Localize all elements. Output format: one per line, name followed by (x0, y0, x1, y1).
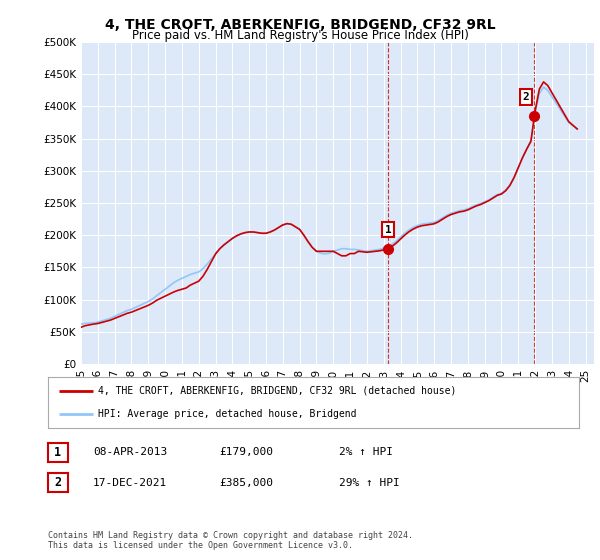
Text: Contains HM Land Registry data © Crown copyright and database right 2024.
This d: Contains HM Land Registry data © Crown c… (48, 531, 413, 550)
Text: 08-APR-2013: 08-APR-2013 (93, 447, 167, 458)
Text: 1: 1 (385, 225, 392, 235)
Text: HPI: Average price, detached house, Bridgend: HPI: Average price, detached house, Brid… (98, 409, 357, 419)
Text: 2: 2 (55, 476, 61, 489)
Text: 17-DEC-2021: 17-DEC-2021 (93, 478, 167, 488)
Text: 2: 2 (523, 92, 529, 102)
Text: Price paid vs. HM Land Registry's House Price Index (HPI): Price paid vs. HM Land Registry's House … (131, 29, 469, 42)
Text: 4, THE CROFT, ABERKENFIG, BRIDGEND, CF32 9RL (detached house): 4, THE CROFT, ABERKENFIG, BRIDGEND, CF32… (98, 386, 457, 396)
Text: £385,000: £385,000 (219, 478, 273, 488)
Text: 2% ↑ HPI: 2% ↑ HPI (339, 447, 393, 458)
Text: £179,000: £179,000 (219, 447, 273, 458)
Text: 1: 1 (55, 446, 61, 459)
Text: 4, THE CROFT, ABERKENFIG, BRIDGEND, CF32 9RL: 4, THE CROFT, ABERKENFIG, BRIDGEND, CF32… (104, 18, 496, 32)
Text: 29% ↑ HPI: 29% ↑ HPI (339, 478, 400, 488)
